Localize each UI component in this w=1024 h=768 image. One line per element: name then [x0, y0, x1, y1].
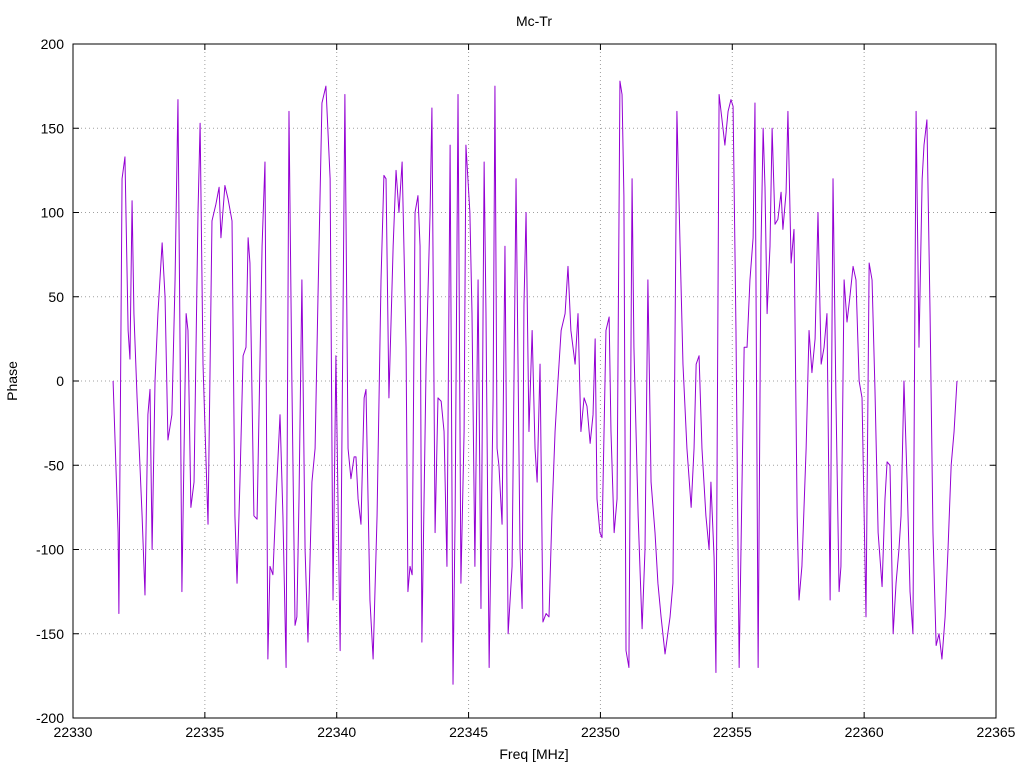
y-tick-label: -50: [44, 457, 64, 473]
y-tick-label: -150: [36, 626, 64, 642]
y-tick-label: 0: [56, 373, 64, 389]
x-tick-label: 22355: [713, 724, 752, 740]
plot-frame: [72, 43, 997, 719]
y-axis-label: Phase: [4, 361, 20, 401]
x-axis-label: Freq [MHz]: [499, 746, 568, 762]
y-tick-label: 200: [41, 36, 65, 52]
x-tick-label: 22345: [449, 724, 488, 740]
x-tick-label: 22330: [54, 724, 93, 740]
x-tick-label: 22365: [977, 724, 1016, 740]
y-tick-label: 50: [48, 289, 64, 305]
x-tick-label: 22340: [317, 724, 356, 740]
x-tick-label: 22335: [185, 724, 224, 740]
x-tick-label: 22350: [581, 724, 620, 740]
y-tick-label: 150: [41, 120, 65, 136]
y-tick-label: -200: [36, 710, 64, 726]
data-line: [112, 80, 958, 685]
y-tick-label: 100: [41, 205, 65, 221]
x-tick-label: 22360: [845, 724, 884, 740]
chart-title: Mc-Tr: [516, 13, 552, 29]
y-tick-label: -100: [36, 542, 64, 558]
